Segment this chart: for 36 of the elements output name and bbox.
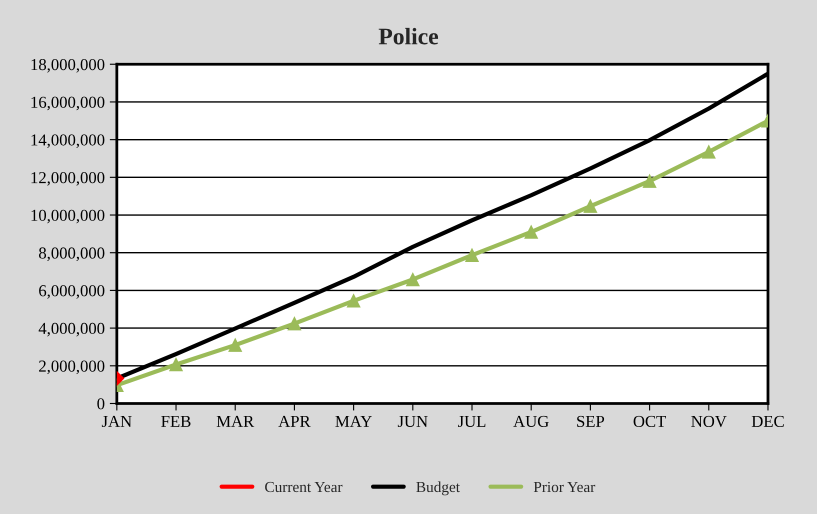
y-tick-label: 18,000,000 <box>31 58 104 73</box>
point <box>406 272 420 286</box>
point <box>228 338 242 352</box>
x-tick-label: OCT <box>634 416 666 428</box>
legend-label: Prior Year <box>534 482 596 492</box>
y-tick-label: 2,000,000 <box>39 360 104 374</box>
x-tick-label: SEP <box>577 416 604 428</box>
x-tick-label: JUN <box>398 416 428 428</box>
chart-title: Police <box>378 28 438 44</box>
x-tick-label: APR <box>278 416 311 427</box>
x-tick-label: MAR <box>216 416 254 427</box>
y-tick-label: 10,000,000 <box>31 210 104 224</box>
x-tick-label: JUL <box>458 416 486 428</box>
point <box>465 248 479 262</box>
point <box>346 294 360 308</box>
y-tick-label: 16,000,000 <box>31 96 104 110</box>
point <box>524 225 538 239</box>
x-tick-label: MAY <box>335 416 372 427</box>
x-tick-label: NOV <box>691 416 727 428</box>
x-tick-label: DEC <box>752 416 784 428</box>
y-tick-label: 4,000,000 <box>38 322 104 336</box>
y-tick-label: 14,000,000 <box>31 134 104 148</box>
y-tick-label: 0 <box>97 398 104 410</box>
point <box>642 174 656 188</box>
point <box>702 145 716 159</box>
y-tick-label: 8,000,000 <box>38 247 104 262</box>
legend-label: Current Year <box>265 482 342 492</box>
y-tick-label: 12,000,000 <box>31 172 104 186</box>
x-tick-label: AUG <box>513 416 549 428</box>
y-tick-label: 6,000,000 <box>39 285 104 299</box>
point <box>584 199 598 213</box>
legend-label: Budget <box>416 481 460 496</box>
point <box>169 358 183 372</box>
point <box>288 316 302 330</box>
x-tick-label: JAN <box>102 416 132 428</box>
x-tick-label: FEB <box>161 416 190 427</box>
